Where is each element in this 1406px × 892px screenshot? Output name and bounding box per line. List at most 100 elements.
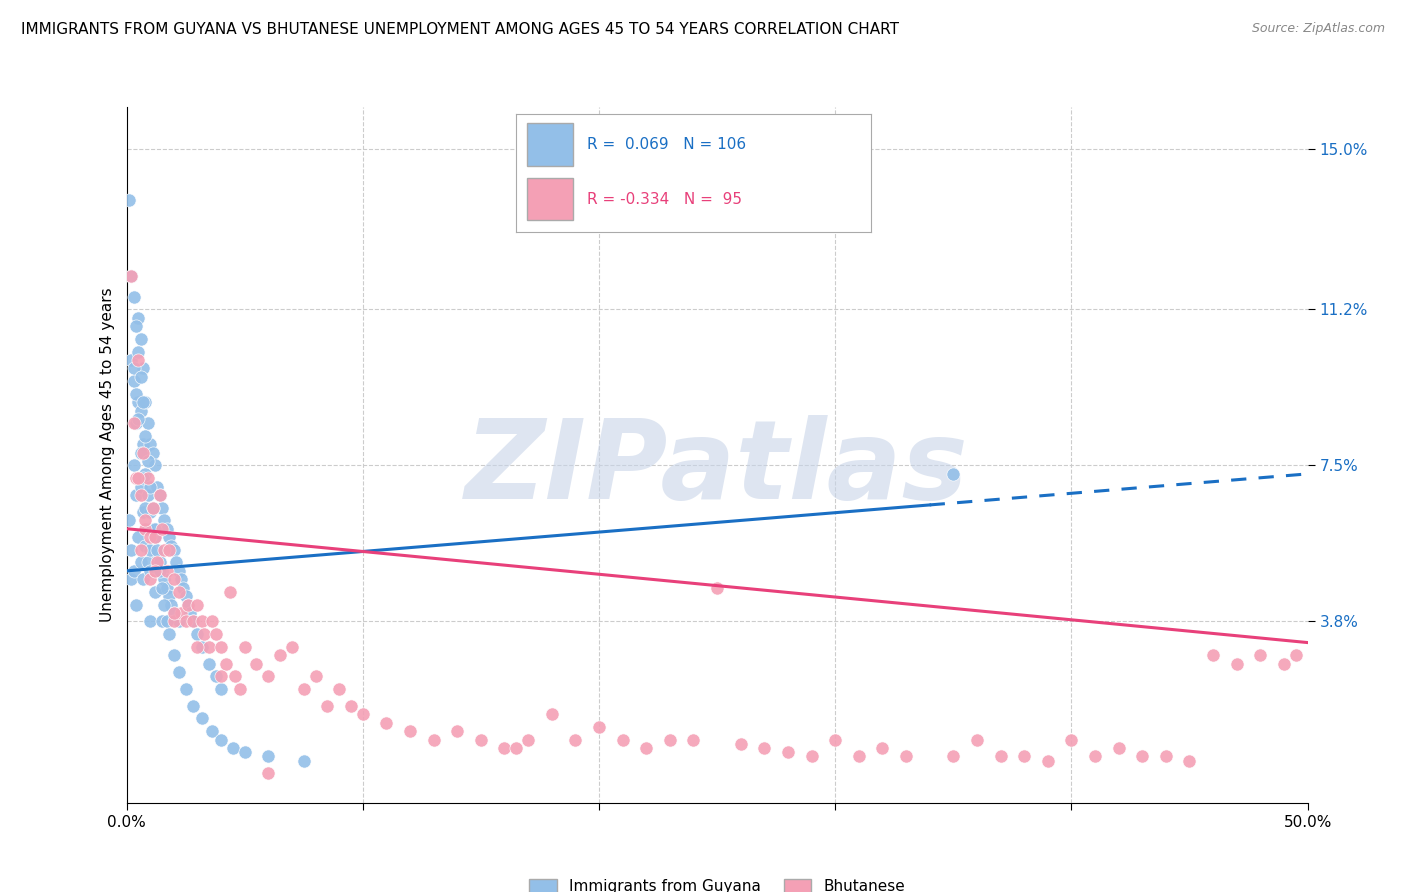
Point bbox=[966, 732, 988, 747]
Point bbox=[132, 395, 155, 409]
Point bbox=[150, 500, 173, 515]
Point bbox=[163, 648, 186, 663]
Point bbox=[146, 542, 169, 557]
Point bbox=[150, 564, 173, 578]
Point bbox=[139, 542, 162, 557]
Point bbox=[352, 707, 374, 722]
Point bbox=[118, 193, 141, 207]
Point bbox=[177, 598, 200, 612]
Point bbox=[191, 615, 214, 629]
Point bbox=[205, 669, 228, 683]
Point bbox=[163, 606, 186, 620]
Point bbox=[122, 290, 145, 304]
Text: ZIPatlas: ZIPatlas bbox=[465, 416, 969, 523]
Point bbox=[129, 403, 152, 417]
Point bbox=[163, 615, 186, 629]
Point bbox=[257, 669, 280, 683]
Point bbox=[193, 627, 215, 641]
Point bbox=[167, 564, 190, 578]
Point bbox=[132, 437, 155, 451]
Point bbox=[129, 488, 152, 502]
Point bbox=[136, 556, 159, 570]
Point bbox=[149, 564, 172, 578]
Point bbox=[1202, 648, 1225, 663]
Point bbox=[399, 724, 422, 739]
Point bbox=[167, 615, 190, 629]
Point bbox=[153, 513, 176, 527]
Point bbox=[224, 669, 246, 683]
Point bbox=[132, 361, 155, 376]
Point bbox=[1036, 754, 1059, 768]
Point bbox=[143, 564, 166, 578]
Point bbox=[134, 467, 156, 481]
Point bbox=[776, 745, 799, 759]
Point bbox=[149, 488, 172, 502]
Point bbox=[156, 522, 179, 536]
Point bbox=[209, 681, 232, 696]
Point bbox=[328, 681, 350, 696]
Point bbox=[160, 539, 183, 553]
Point bbox=[824, 732, 846, 747]
Point bbox=[122, 458, 145, 473]
Point bbox=[229, 681, 252, 696]
Point bbox=[1272, 657, 1295, 671]
Point bbox=[174, 589, 197, 603]
Point bbox=[1154, 749, 1177, 764]
Point bbox=[200, 615, 222, 629]
Point bbox=[122, 564, 145, 578]
Point bbox=[186, 640, 208, 654]
Point bbox=[136, 454, 159, 468]
Point bbox=[682, 732, 704, 747]
Point bbox=[127, 310, 149, 325]
Point bbox=[149, 556, 172, 570]
Point bbox=[233, 640, 256, 654]
Point bbox=[848, 749, 870, 764]
Point bbox=[191, 711, 214, 725]
Point bbox=[163, 542, 186, 557]
Point bbox=[588, 720, 610, 734]
Point bbox=[1060, 732, 1083, 747]
Point bbox=[141, 500, 163, 515]
Point bbox=[205, 627, 228, 641]
Point bbox=[198, 657, 221, 671]
Point bbox=[894, 749, 917, 764]
Point bbox=[1226, 657, 1249, 671]
Point bbox=[127, 530, 149, 544]
Point bbox=[141, 446, 163, 460]
Point bbox=[257, 749, 280, 764]
Point bbox=[872, 741, 894, 756]
Point bbox=[233, 745, 256, 759]
Point bbox=[136, 522, 159, 536]
Point bbox=[157, 627, 180, 641]
Point bbox=[120, 572, 142, 586]
Point bbox=[222, 741, 245, 756]
Point bbox=[375, 715, 398, 730]
Point bbox=[181, 615, 204, 629]
Point bbox=[143, 530, 166, 544]
Point bbox=[990, 749, 1012, 764]
Point bbox=[505, 741, 527, 756]
Point bbox=[170, 572, 193, 586]
Point bbox=[141, 500, 163, 515]
Point bbox=[942, 467, 965, 481]
Point bbox=[517, 732, 540, 747]
Point bbox=[134, 429, 156, 443]
Point bbox=[281, 640, 304, 654]
Point bbox=[219, 585, 242, 599]
Point bbox=[257, 766, 280, 780]
Point bbox=[198, 640, 221, 654]
Point bbox=[136, 471, 159, 485]
Point bbox=[494, 741, 516, 756]
Point bbox=[636, 741, 658, 756]
Point bbox=[153, 598, 176, 612]
Point bbox=[177, 598, 200, 612]
Point bbox=[160, 598, 183, 612]
Point bbox=[134, 513, 156, 527]
Point bbox=[800, 749, 823, 764]
Point bbox=[163, 606, 186, 620]
Point bbox=[139, 437, 162, 451]
Point bbox=[1249, 648, 1271, 663]
Point bbox=[141, 522, 163, 536]
Point bbox=[136, 488, 159, 502]
Point bbox=[153, 572, 176, 586]
